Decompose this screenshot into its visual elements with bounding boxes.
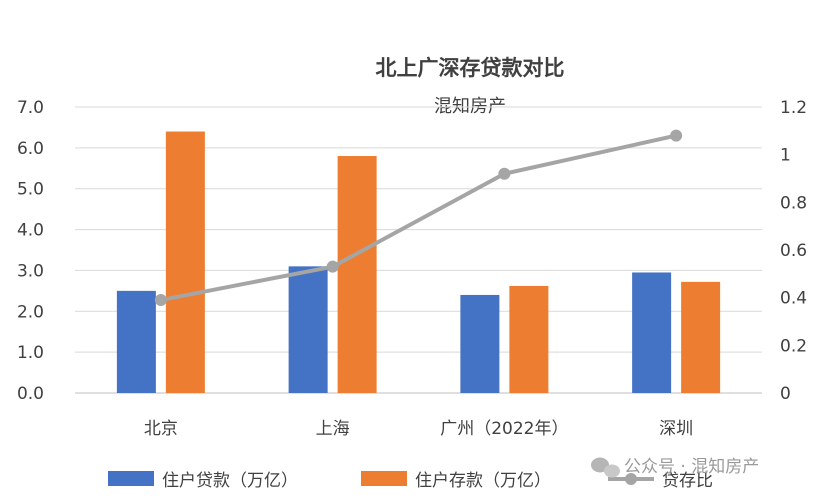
left-tick-label: 3.0 bbox=[17, 261, 44, 281]
chart-title: 北上广深存贷款对比 bbox=[376, 56, 565, 80]
legend-swatch-marker bbox=[625, 473, 637, 485]
watermark-text: 公众号 · 混知房产 bbox=[624, 457, 759, 477]
bar bbox=[337, 156, 377, 393]
ratio-point bbox=[670, 129, 683, 142]
left-tick-label: 0.0 bbox=[17, 384, 44, 404]
bar bbox=[509, 285, 549, 393]
right-tick-label: 0.2 bbox=[780, 336, 807, 356]
bar bbox=[632, 272, 672, 393]
ratio-point bbox=[498, 167, 511, 180]
right-tick-label: 0 bbox=[780, 384, 791, 404]
right-tick-label: 0.4 bbox=[780, 289, 807, 309]
category-label: 上海 bbox=[316, 419, 350, 439]
wechat-icon bbox=[591, 457, 620, 478]
bar bbox=[165, 131, 205, 393]
category-label: 北京 bbox=[144, 419, 178, 439]
category-label: 深圳 bbox=[659, 419, 693, 439]
legend-label: 住户存款（万亿） bbox=[415, 471, 551, 491]
right-tick-label: 0.8 bbox=[780, 193, 807, 213]
bar bbox=[116, 290, 156, 393]
left-tick-label: 1.0 bbox=[17, 343, 44, 363]
right-axis: 0 0.2 0.4 0.6 0.8 1 1.2 bbox=[780, 98, 807, 404]
bars bbox=[116, 131, 721, 393]
right-tick-label: 1 bbox=[780, 146, 791, 166]
category-label: 广州（2022年） bbox=[440, 419, 568, 439]
bar bbox=[288, 266, 328, 393]
ratio-point bbox=[154, 294, 167, 307]
category-labels: 北京 上海 广州（2022年） 深圳 bbox=[144, 419, 693, 439]
bar bbox=[681, 281, 721, 393]
left-tick-label: 2.0 bbox=[17, 302, 44, 322]
left-axis: 0.0 1.0 2.0 3.0 4.0 5.0 6.0 7.0 bbox=[17, 98, 44, 404]
legend-swatch bbox=[361, 471, 407, 486]
legend: 住户贷款（万亿） 住户存款（万亿） 贷存比 bbox=[108, 471, 713, 491]
watermark: 公众号 · 混知房产 bbox=[591, 457, 759, 478]
right-tick-label: 0.6 bbox=[780, 241, 807, 261]
ratio-line bbox=[154, 129, 683, 307]
ratio-line-path bbox=[160, 133, 677, 303]
legend-swatch bbox=[108, 471, 154, 486]
ratio-point bbox=[326, 260, 339, 273]
left-tick-label: 5.0 bbox=[17, 180, 44, 200]
left-tick-label: 6.0 bbox=[17, 139, 44, 159]
left-tick-label: 4.0 bbox=[17, 221, 44, 241]
right-tick-label: 1.2 bbox=[780, 98, 807, 118]
legend-label: 住户贷款（万亿） bbox=[162, 471, 298, 491]
legend-label: 贷存比 bbox=[662, 471, 713, 491]
left-tick-label: 7.0 bbox=[17, 98, 44, 118]
bar bbox=[460, 294, 500, 393]
